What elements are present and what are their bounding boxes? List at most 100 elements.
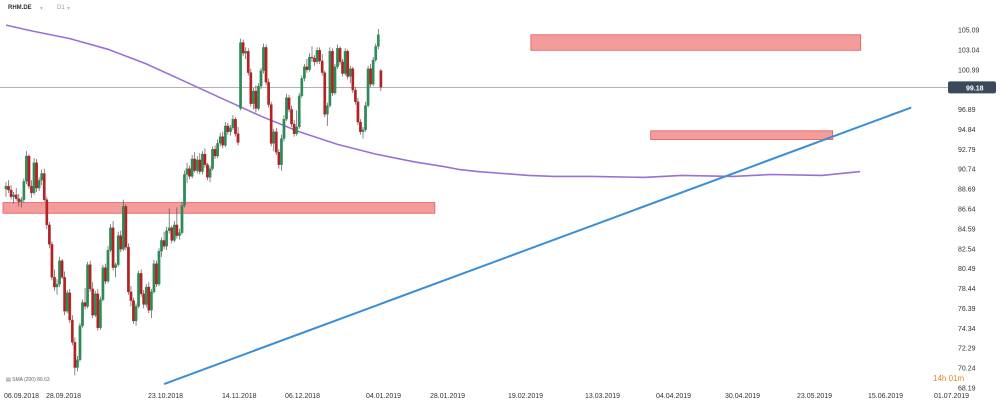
candle-body <box>139 273 143 294</box>
candle-body <box>68 292 72 321</box>
candle-body <box>328 51 332 106</box>
candle-body <box>236 133 240 143</box>
candle-body <box>37 180 41 189</box>
price-tick-label: 72.29 <box>958 346 976 353</box>
candle-body <box>211 149 214 169</box>
candle-body <box>180 205 184 233</box>
candle-body <box>124 206 128 248</box>
candle-body <box>336 48 339 67</box>
candle-body <box>17 198 21 202</box>
candle-body <box>295 126 299 134</box>
time-tick-label: 06.12.2018 <box>285 393 320 400</box>
price-tick-label: 82.54 <box>958 246 976 253</box>
candle-body <box>170 227 174 241</box>
candle-body <box>315 50 319 63</box>
candles <box>4 28 383 376</box>
symbol-dropdown-icon[interactable]: ▾ <box>40 6 44 12</box>
candle-body <box>333 66 337 94</box>
candle-body <box>93 293 97 316</box>
candle-body <box>160 240 163 252</box>
candle-body <box>60 260 64 278</box>
candle-body <box>287 97 291 110</box>
candle-body <box>320 60 324 73</box>
candle-body <box>99 299 102 328</box>
candle-body <box>4 185 8 190</box>
candle-body <box>216 143 219 157</box>
candle-body <box>162 240 166 247</box>
candle-body <box>218 136 222 144</box>
price-tick-label: 105.09 <box>958 28 980 35</box>
price-badge-text: 99.18 <box>966 85 984 92</box>
candle-body <box>234 119 237 134</box>
candle-body <box>14 194 18 199</box>
price-badge-bg <box>948 81 996 94</box>
resistance-zones <box>2 34 862 214</box>
price-tick-label: 100.99 <box>958 67 980 74</box>
candle-body <box>231 119 235 129</box>
candle-body <box>32 162 36 194</box>
time-tick-label: 14.11.2018 <box>222 393 257 400</box>
candle-body <box>91 288 95 316</box>
time-tick-label: 23.10.2018 <box>148 393 183 400</box>
price-tick-label: 103.04 <box>958 47 980 54</box>
candle-body <box>27 155 31 187</box>
timeframe-dropdown-icon[interactable]: ▾ <box>67 6 71 12</box>
time-axis: 06.09.2018 28.09.2018 23.10.2018 14.11.2018… <box>4 393 969 400</box>
candle-body <box>213 149 217 157</box>
candle-body <box>223 125 227 146</box>
time-tick-label: 28.01.2019 <box>430 393 465 400</box>
candle-body <box>144 286 148 305</box>
price-tick-label: 74.34 <box>958 326 976 333</box>
candle-body <box>152 263 156 293</box>
candle-body <box>76 359 79 368</box>
candle-body <box>132 300 135 322</box>
candle-body <box>282 119 286 139</box>
candle-body <box>114 264 117 268</box>
zone-rect <box>2 202 436 214</box>
candle-body <box>96 293 100 328</box>
time-tick-label: 13.03.2019 <box>585 393 620 400</box>
timeframe-selector[interactable]: D1 <box>57 5 65 11</box>
candle-body <box>121 206 125 250</box>
candle-body <box>149 291 153 311</box>
candle-body <box>361 129 365 132</box>
candle-body <box>208 168 212 178</box>
candle-body <box>302 66 306 79</box>
candle-body <box>356 101 360 123</box>
candle-body <box>366 68 370 106</box>
candle-body <box>188 168 191 177</box>
candle-body <box>305 66 309 70</box>
candle-body <box>19 199 23 202</box>
candle-body <box>343 51 347 74</box>
candle-body <box>48 224 51 245</box>
candle-body <box>272 131 276 144</box>
candle-body <box>63 277 67 312</box>
candle-body <box>40 173 44 181</box>
time-tick-label: 23.05.2019 <box>797 393 832 400</box>
candle-body <box>183 174 186 206</box>
candle-body <box>165 230 168 247</box>
time-tick-label: 04.04.2019 <box>656 393 691 400</box>
candle-body <box>88 264 92 290</box>
candle-body <box>116 235 120 265</box>
sma-legend-icon: ▤ <box>6 377 11 383</box>
candle-body <box>318 50 322 62</box>
time-tick-label: 04.01.2019 <box>366 393 401 400</box>
candle-body <box>292 123 296 134</box>
symbol-label[interactable]: RHM.DE <box>8 5 32 11</box>
price-tick-label: 90.74 <box>958 167 976 174</box>
candle-body <box>86 264 89 307</box>
candle-body <box>175 224 179 236</box>
candle-body <box>254 90 258 109</box>
candle-body <box>30 185 33 194</box>
candle-body <box>264 47 268 83</box>
zone-rect <box>650 130 834 140</box>
sma-legend[interactable]: ▤ SMA (200) 89.63 <box>6 377 50 383</box>
candle-body <box>198 159 202 172</box>
candle-body <box>221 136 225 146</box>
candle-body <box>167 227 171 231</box>
candle-body <box>290 109 293 125</box>
candle-body <box>129 291 133 301</box>
candle-body <box>178 232 181 236</box>
